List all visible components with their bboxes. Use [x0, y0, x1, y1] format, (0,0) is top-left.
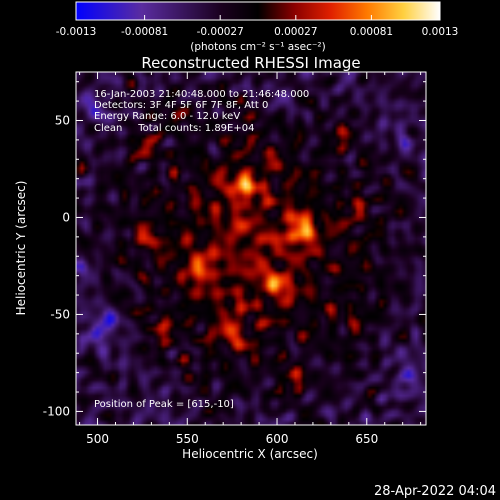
annotation-energy-range: Energy Range: 6.0 - 12.0 keV [94, 111, 240, 122]
colorbar-tick-label: -0.0013 [56, 26, 97, 38]
annotation-time-range: 16-Jan-2003 21:40:48.000 to 21:46:48.000 [94, 89, 309, 100]
x-tick-label: 650 [355, 432, 378, 446]
timestamp: 28-Apr-2022 04:04 [374, 484, 496, 499]
x-tick-label: 600 [266, 432, 289, 446]
chart-title: Reconstructed RHESSI Image [141, 54, 360, 72]
x-tick-label: 500 [86, 432, 109, 446]
annotation-detectors: Detectors: 3F 4F 5F 6F 7F 8F, Att 0 [94, 100, 268, 111]
axis-ticks: 500 550 600 650 -100 -50 0 50 [43, 72, 426, 446]
colorbar-tick-label: 0.00081 [350, 26, 393, 38]
colorbar-tick-label: 0.00027 [274, 26, 317, 38]
y-axis-label: Heliocentric Y (arcsec) [14, 181, 28, 316]
colorbar-tick-label: 0.0013 [422, 26, 459, 38]
y-tick-label: -100 [43, 404, 70, 418]
annotation-clean-counts: Clean Total counts: 1.89E+04 [94, 123, 254, 134]
plot-frame [75, 71, 427, 426]
colorbar [75, 1, 441, 21]
x-tick-label: 550 [176, 432, 199, 446]
heatmap-image [76, 72, 426, 425]
y-tick-label: -50 [50, 307, 70, 321]
colorbar-tick-label: -0.00081 [121, 26, 168, 38]
colorbar-ticks: -0.0013 -0.00081 -0.00027 0.00027 0.00081 0.0… [56, 15, 459, 38]
colorbar-tick-label: -0.00027 [197, 26, 244, 38]
peak-position-label: Position of Peak = [615,-10] [94, 399, 234, 410]
x-axis-label: Heliocentric X (arcsec) [182, 447, 318, 461]
colorbar-unit-label: (photons cm⁻² s⁻¹ asec⁻²) [190, 41, 325, 53]
y-tick-label: 0 [62, 210, 70, 224]
y-tick-label: 50 [55, 113, 70, 127]
